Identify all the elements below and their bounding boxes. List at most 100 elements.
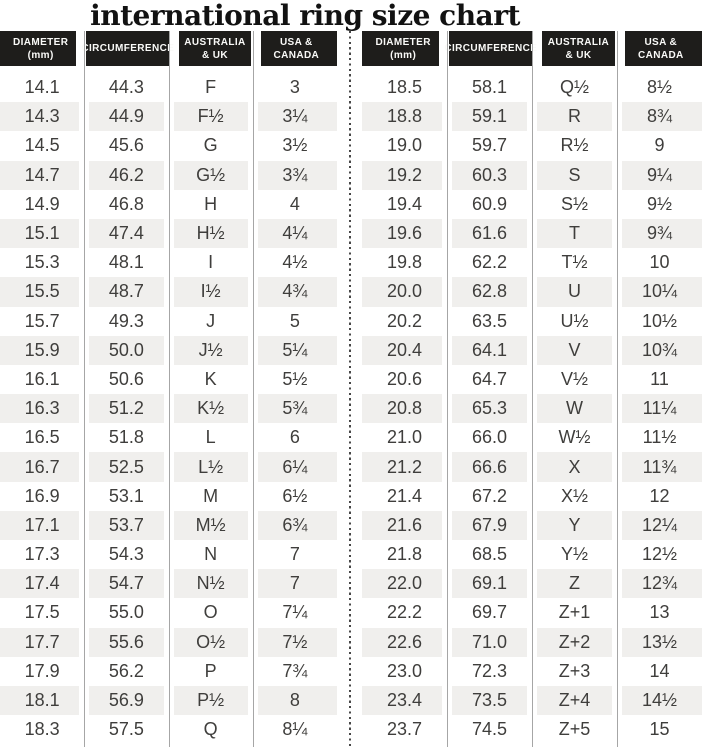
table-cell: 17.9 bbox=[0, 656, 85, 686]
table-cell: 3½ bbox=[252, 131, 337, 161]
table-cell: 51.2 bbox=[84, 394, 169, 424]
table-cell: 14.7 bbox=[0, 160, 85, 190]
table-cell: 51.8 bbox=[84, 423, 169, 453]
table-cell: 4¾ bbox=[252, 277, 337, 307]
table-cell: 21.6 bbox=[362, 510, 447, 540]
table-cell: 46.8 bbox=[84, 189, 169, 219]
table-row: 20.8 65.3 W 11¼ bbox=[362, 394, 702, 424]
table-row: 18.3 57.5 Q 8¼ bbox=[0, 715, 337, 745]
table-cell: 47.4 bbox=[84, 218, 169, 249]
table-cell: 21.0 bbox=[362, 423, 447, 453]
table-cell: V½ bbox=[532, 364, 617, 395]
table-cell: 3¼ bbox=[252, 102, 337, 132]
table-cell: 6¾ bbox=[252, 510, 337, 540]
table-cell: 9½ bbox=[617, 189, 702, 219]
table-cell: 14.9 bbox=[0, 189, 85, 219]
table-cell: 20.2 bbox=[362, 306, 447, 336]
table-row: 19.2 60.3 S 9¼ bbox=[362, 160, 702, 190]
table-row: 21.2 66.6 X 11¾ bbox=[362, 452, 702, 482]
table-cell: 20.0 bbox=[362, 277, 447, 307]
table-cell: 5¼ bbox=[252, 335, 337, 365]
table-cell: 12½ bbox=[617, 540, 702, 570]
table-row: 16.7 52.5 L½ 6¼ bbox=[0, 452, 337, 482]
table-body-left: 14.1 44.3 F 3 14.3 44.9 F½ 3¼ 14.5 45.6 G 3½ 14.7 46.… bbox=[0, 73, 337, 745]
column-header-australia-uk: AUSTRALIA & UK bbox=[537, 31, 620, 66]
table-cell: 4¼ bbox=[252, 218, 337, 249]
table-cell: 48.1 bbox=[84, 248, 169, 278]
table-cell: 18.3 bbox=[0, 715, 85, 745]
table-cell: H½ bbox=[168, 218, 253, 249]
table-cell: 59.7 bbox=[447, 131, 532, 161]
table-cell: 10 bbox=[617, 248, 702, 278]
column-header-circumference: CIRCUMFERENCE bbox=[444, 31, 538, 66]
table-cell: 3¾ bbox=[252, 160, 337, 190]
table-cell: 21.4 bbox=[362, 481, 447, 511]
table-row: 19.0 59.7 R½ 9 bbox=[362, 131, 702, 161]
table-cell: 46.2 bbox=[84, 160, 169, 190]
table-row: 15.1 47.4 H½ 4¼ bbox=[0, 218, 337, 249]
table-row: 17.3 54.3 N 7 bbox=[0, 540, 337, 570]
table-cell: 23.7 bbox=[362, 715, 447, 745]
table-cell: N½ bbox=[168, 569, 253, 599]
table-row: 16.9 53.1 M 6½ bbox=[0, 481, 337, 511]
table-cell: 69.1 bbox=[447, 569, 532, 599]
table-row: 17.1 53.7 M½ 6¾ bbox=[0, 510, 337, 540]
table-cell: Z+2 bbox=[532, 627, 617, 657]
table-cell: 19.8 bbox=[362, 248, 447, 278]
table-cell: N bbox=[168, 540, 253, 570]
table-cell: 44.3 bbox=[84, 73, 169, 103]
table-cell: 5½ bbox=[252, 364, 337, 395]
table-cell: 11¾ bbox=[617, 452, 702, 482]
table-row: 18.8 59.1 R 8¾ bbox=[362, 102, 702, 132]
table-cell: 57.5 bbox=[84, 715, 169, 745]
table-cell: W½ bbox=[532, 423, 617, 453]
table-row: 15.5 48.7 I½ 4¾ bbox=[0, 277, 337, 307]
table-cell: P½ bbox=[168, 685, 253, 716]
table-row: 21.0 66.0 W½ 11½ bbox=[362, 423, 702, 453]
table-cell: 14.5 bbox=[0, 131, 85, 161]
table-row: 18.1 56.9 P½ 8 bbox=[0, 685, 337, 716]
table-cell: 13 bbox=[617, 598, 702, 628]
table-cell: Q bbox=[168, 715, 253, 745]
table-cell: 16.5 bbox=[0, 423, 85, 453]
table-cell: 66.6 bbox=[447, 452, 532, 482]
table-row: 20.0 62.8 U 10¼ bbox=[362, 277, 702, 307]
table-cell: 9¾ bbox=[617, 218, 702, 249]
table-cell: 14½ bbox=[617, 685, 702, 716]
table-cell: 18.8 bbox=[362, 102, 447, 132]
table-cell: I bbox=[168, 248, 253, 278]
table-cell: 61.6 bbox=[447, 218, 532, 249]
table-cell: 64.7 bbox=[447, 364, 532, 395]
table-row: 14.3 44.9 F½ 3¼ bbox=[0, 102, 337, 132]
table-cell: 15.9 bbox=[0, 335, 85, 365]
table-cell: 54.3 bbox=[84, 540, 169, 570]
table-cell: 19.6 bbox=[362, 218, 447, 249]
table-row: 16.3 51.2 K½ 5¾ bbox=[0, 394, 337, 424]
table-cell: 12¼ bbox=[617, 510, 702, 540]
table-header-right: DIAMETER (mm) CIRCUMFERENCE AUSTRALIA & … bbox=[362, 31, 702, 66]
table-cell: 44.9 bbox=[84, 102, 169, 132]
table-cell: 21.2 bbox=[362, 452, 447, 482]
table-cell: U½ bbox=[532, 306, 617, 336]
table-cell: 49.3 bbox=[84, 306, 169, 336]
table-cell: 71.0 bbox=[447, 627, 532, 657]
column-header-usa-canada: USA & CANADA bbox=[619, 31, 702, 66]
table-cell: 58.1 bbox=[447, 73, 532, 103]
table-cell: 66.0 bbox=[447, 423, 532, 453]
ring-size-table-left: DIAMETER (mm) CIRCUMFERENCE AUSTRALIA & … bbox=[0, 31, 337, 747]
table-cell: 16.3 bbox=[0, 394, 85, 424]
table-cell: 63.5 bbox=[447, 306, 532, 336]
table-cell: 8 bbox=[252, 685, 337, 716]
table-cell: Z+5 bbox=[532, 715, 617, 745]
table-cell: 18.5 bbox=[362, 73, 447, 103]
table-row: 17.5 55.0 O 7¼ bbox=[0, 598, 337, 628]
table-cell: 16.9 bbox=[0, 481, 85, 511]
table-cell: 22.6 bbox=[362, 627, 447, 657]
table-cell: W bbox=[532, 394, 617, 424]
table-cell: F½ bbox=[168, 102, 253, 132]
table-cell: J bbox=[168, 306, 253, 336]
table-cell: Z+1 bbox=[532, 598, 617, 628]
table-cell: X½ bbox=[532, 481, 617, 511]
table-cell: 52.5 bbox=[84, 452, 169, 482]
